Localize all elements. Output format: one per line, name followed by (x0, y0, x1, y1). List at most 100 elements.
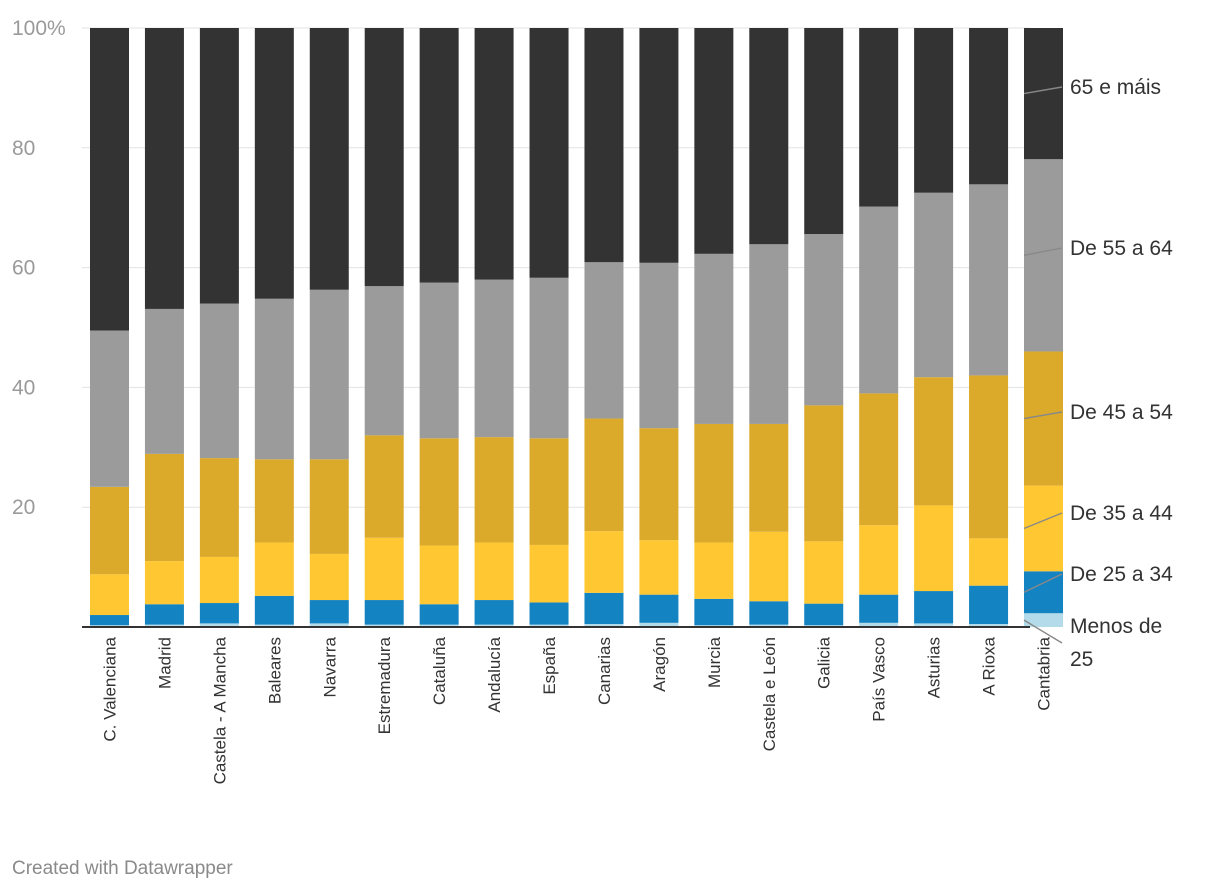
bar-segment-de-25-a-34 (364, 600, 404, 625)
bar-stack (749, 28, 789, 627)
legend-label: De 25 a 34 (1070, 563, 1173, 586)
bar-segment-de-35-a-44 (969, 538, 1009, 586)
bar-segment-de-25-a-34 (474, 600, 514, 625)
bar-segment-de-55-a-64 (914, 192, 954, 378)
bar-segment-de-45-a-54 (804, 405, 844, 542)
y-tick-label: 20 (12, 496, 35, 519)
category-label: Galicia (815, 636, 834, 689)
category-label: Aragón (650, 637, 669, 692)
legend-label: Menos de 25 (1070, 615, 1162, 671)
bar-segment-de-25-a-34 (199, 603, 239, 624)
legend-item: Menos de 25 (1023, 615, 1162, 671)
bar-segment-de-35-a-44 (639, 540, 679, 595)
y-axis-ticks: 100% 80 60 40 20 (12, 17, 66, 519)
bar-segment-65-e-m-is (694, 28, 734, 254)
legend-label: 65 e máis (1070, 76, 1161, 99)
category-label: Estremadura (375, 636, 394, 734)
bar-segment-menos-de-25 (254, 624, 294, 627)
bar-segment-de-25-a-34 (529, 602, 569, 625)
category-label: Asturias (925, 637, 944, 698)
y-tick-label: 80 (12, 137, 35, 160)
bar-segment-de-35-a-44 (90, 574, 129, 616)
bar-segment-de-45-a-54 (474, 437, 514, 543)
bar-segment-menos-de-25 (199, 623, 239, 627)
bar-stack (474, 28, 514, 627)
bar-segment-de-25-a-34 (804, 603, 844, 626)
bars (90, 28, 1063, 627)
bar-segment-de-45-a-54 (859, 393, 899, 526)
bar-segment-menos-de-25 (584, 624, 624, 627)
bar-segment-de-55-a-64 (254, 298, 294, 460)
bar-segment-65-e-m-is (254, 28, 294, 299)
bar-segment-de-45-a-54 (969, 375, 1009, 539)
bar-segment-de-35-a-44 (694, 542, 734, 599)
category-label: Madrid (155, 637, 174, 689)
bar-segment-de-35-a-44 (749, 531, 789, 602)
bar-segment-menos-de-25 (1024, 613, 1063, 627)
category-label: Baleares (265, 637, 284, 704)
bar-segment-de-35-a-44 (804, 541, 844, 604)
category-label: Castela - A Mancha (210, 636, 229, 784)
legend: Menos de 25 De 25 a 34 De 35 a 44 De 45 a 54… (1023, 76, 1173, 671)
bar-segment-65-e-m-is (144, 28, 184, 309)
bar-segment-de-25-a-34 (254, 595, 294, 625)
bar-segment-de-55-a-64 (529, 277, 569, 439)
bar-segment-menos-de-25 (309, 623, 349, 627)
bar-segment-menos-de-25 (364, 624, 404, 627)
legend-leader-line (1023, 512, 1063, 530)
bar-segment-menos-de-25 (749, 624, 789, 627)
legend-leader-line (1023, 86, 1063, 95)
bar-segment-de-45-a-54 (749, 423, 789, 532)
bar-segment-de-55-a-64 (364, 286, 404, 436)
bar-segment-de-35-a-44 (859, 525, 899, 595)
legend-leader-line (1023, 619, 1063, 644)
bar-segment-de-25-a-34 (914, 591, 954, 624)
bar-stack (969, 28, 1009, 627)
bar-segment-de-25-a-34 (584, 592, 624, 625)
bar-segment-de-55-a-64 (639, 262, 679, 429)
legend-item: De 25 a 34 (1023, 563, 1173, 593)
bar-segment-65-e-m-is (584, 28, 624, 263)
bar-segment-de-35-a-44 (364, 537, 404, 601)
legend-item: De 35 a 44 (1023, 502, 1173, 530)
bar-segment-de-55-a-64 (969, 184, 1009, 376)
bar-segment-65-e-m-is (474, 28, 514, 280)
bar-stack (254, 28, 294, 627)
y-tick-label: 100% (12, 17, 66, 40)
bar-segment-de-45-a-54 (529, 438, 569, 545)
bar-stack (694, 28, 734, 627)
bar-segment-de-45-a-54 (914, 377, 954, 506)
category-label: Navarra (320, 636, 339, 697)
bar-segment-de-45-a-54 (144, 453, 184, 562)
bar-segment-65-e-m-is (914, 28, 954, 193)
bar-segment-de-45-a-54 (309, 459, 349, 554)
legend-leader-line (1023, 411, 1063, 420)
y-tick-label: 40 (12, 376, 35, 399)
bar-segment-de-25-a-34 (639, 594, 679, 623)
legend-leader-line (1023, 247, 1063, 257)
category-label: Murcia (705, 636, 724, 688)
bar-segment-de-55-a-64 (144, 308, 184, 454)
legend-item: De 45 a 54 (1023, 401, 1173, 424)
bar-stack (639, 28, 679, 627)
bar-segment-65-e-m-is (419, 28, 459, 283)
bar-stack (199, 28, 239, 627)
bar-segment-menos-de-25 (914, 623, 954, 627)
bar-segment-de-55-a-64 (694, 253, 734, 424)
bar-segment-de-55-a-64 (1024, 159, 1063, 352)
bar-segment-menos-de-25 (529, 624, 569, 627)
bar-segment-de-55-a-64 (749, 244, 789, 424)
bar-stack (584, 28, 624, 627)
bar-segment-65-e-m-is (749, 28, 789, 245)
bar-stack (529, 28, 569, 627)
bar-segment-de-45-a-54 (694, 423, 734, 543)
bar-segment-de-35-a-44 (419, 545, 459, 605)
bar-segment-de-35-a-44 (529, 544, 569, 603)
bar-stack (309, 28, 349, 627)
bar-segment-de-35-a-44 (1024, 485, 1063, 572)
bar-segment-de-25-a-34 (90, 615, 129, 626)
bar-stack (419, 28, 459, 627)
bar-segment-de-45-a-54 (1024, 351, 1063, 486)
bar-segment-de-35-a-44 (254, 542, 294, 596)
